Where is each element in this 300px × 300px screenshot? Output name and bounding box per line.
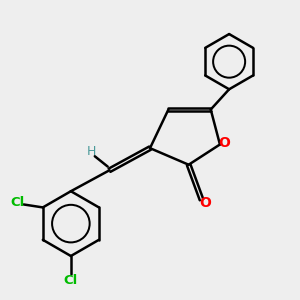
Text: Cl: Cl (10, 196, 24, 209)
Text: Cl: Cl (64, 274, 78, 287)
Text: O: O (218, 136, 230, 150)
Text: O: O (199, 196, 211, 210)
Text: H: H (86, 145, 96, 158)
